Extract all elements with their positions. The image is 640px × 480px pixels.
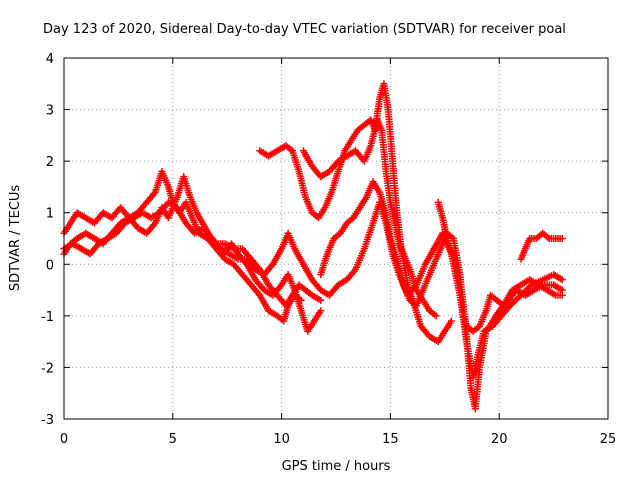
data-point <box>558 291 566 299</box>
data-markers <box>60 80 566 413</box>
plot-frame <box>63 57 609 420</box>
satellite-track-5 <box>299 116 440 320</box>
x-tick-label: 15 <box>382 432 399 447</box>
y-tick-label: -2 <box>41 361 54 376</box>
x-tick-label: 10 <box>273 432 290 447</box>
data-point <box>558 276 566 284</box>
chart-title: Day 123 of 2020, Sidereal Day-to-day VTE… <box>43 22 566 37</box>
data-point <box>317 307 325 315</box>
y-axis-label: SDTVAR / TECUs <box>8 185 23 292</box>
y-tick-labels: -3 -2 -1 0 1 2 3 4 <box>41 52 54 428</box>
data-point <box>447 317 455 325</box>
satellite-track-9 <box>204 229 325 309</box>
data-point <box>432 312 440 320</box>
y-tick-label: 4 <box>46 52 54 67</box>
x-tick-label: 25 <box>600 432 617 447</box>
data-point <box>317 296 325 304</box>
data-point <box>558 235 566 242</box>
y-tick-label: 1 <box>46 207 54 222</box>
y-tick-label: 3 <box>46 104 54 119</box>
satellite-track-7 <box>434 198 566 335</box>
y-tick-label: -1 <box>41 310 54 325</box>
x-axis-label: GPS time / hours <box>282 459 391 474</box>
x-tick-labels: 0 5 10 15 20 25 <box>60 432 616 447</box>
x-tick-label: 20 <box>491 432 508 447</box>
y-tick-label: 0 <box>46 258 54 273</box>
x-tick-label: 5 <box>169 432 177 447</box>
y-tick-label: 2 <box>46 155 54 170</box>
x-tick-label: 0 <box>60 432 68 447</box>
y-tick-label: -3 <box>41 413 54 428</box>
satellite-track-8 <box>517 229 566 263</box>
